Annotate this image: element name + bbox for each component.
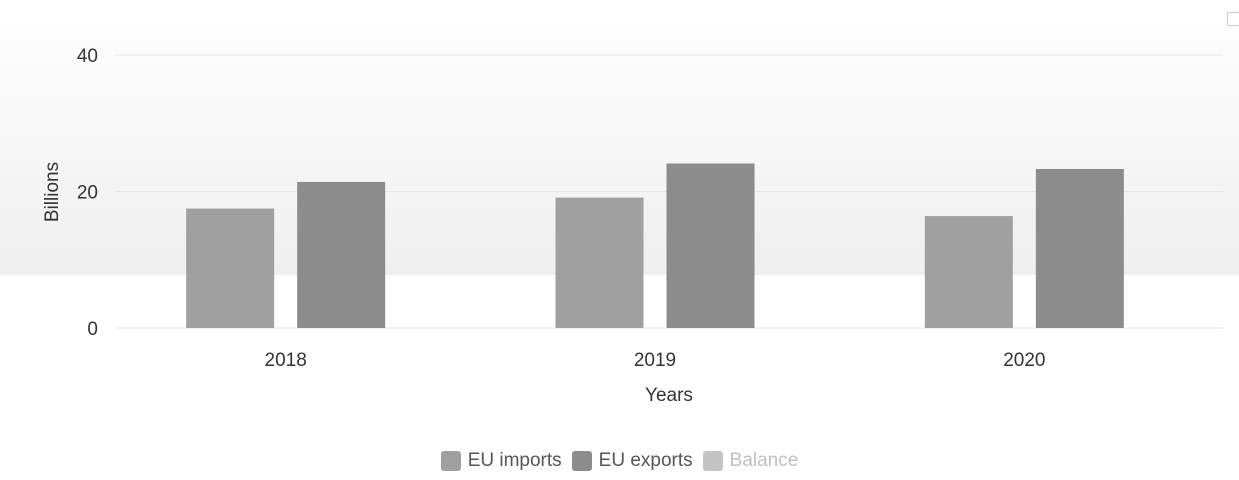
bar-eu-imports-2018[interactable]: [186, 208, 275, 328]
legend-label: Balance: [729, 450, 799, 471]
legend-swatch: [440, 451, 461, 471]
legend-swatch: [571, 451, 592, 471]
x-axis-title: Years: [645, 385, 693, 406]
legend-label: EU imports: [467, 450, 562, 471]
legend-item-eu-exports[interactable]: EU exports: [571, 450, 693, 472]
chart-plot: 0 20 40 2018 2019 2020 Years Billions: [0, 0, 1239, 406]
legend-item-eu-imports[interactable]: EU imports: [440, 450, 562, 472]
expand-icon[interactable]: [1227, 12, 1239, 26]
chart-legend: EU imports EU exports Balance: [0, 450, 1239, 472]
bar-eu-imports-2019[interactable]: [555, 197, 644, 328]
x-tick-label: 2020: [1003, 350, 1045, 371]
y-tick-label: 20: [77, 183, 98, 204]
legend-item-balance[interactable]: Balance: [702, 450, 799, 472]
bar-eu-exports-2019[interactable]: [666, 163, 755, 328]
y-axis-title: Billions: [42, 162, 63, 222]
x-tick-label: 2018: [265, 350, 307, 371]
y-tick-label: 0: [87, 319, 98, 340]
y-tick-label: 40: [77, 46, 98, 67]
bar-eu-exports-2018[interactable]: [297, 181, 386, 328]
x-tick-label: 2019: [634, 350, 676, 371]
legend-swatch: [702, 451, 723, 471]
bar-eu-exports-2020[interactable]: [1035, 168, 1124, 328]
legend-label: EU exports: [598, 450, 693, 471]
bar-eu-imports-2020[interactable]: [924, 216, 1013, 328]
